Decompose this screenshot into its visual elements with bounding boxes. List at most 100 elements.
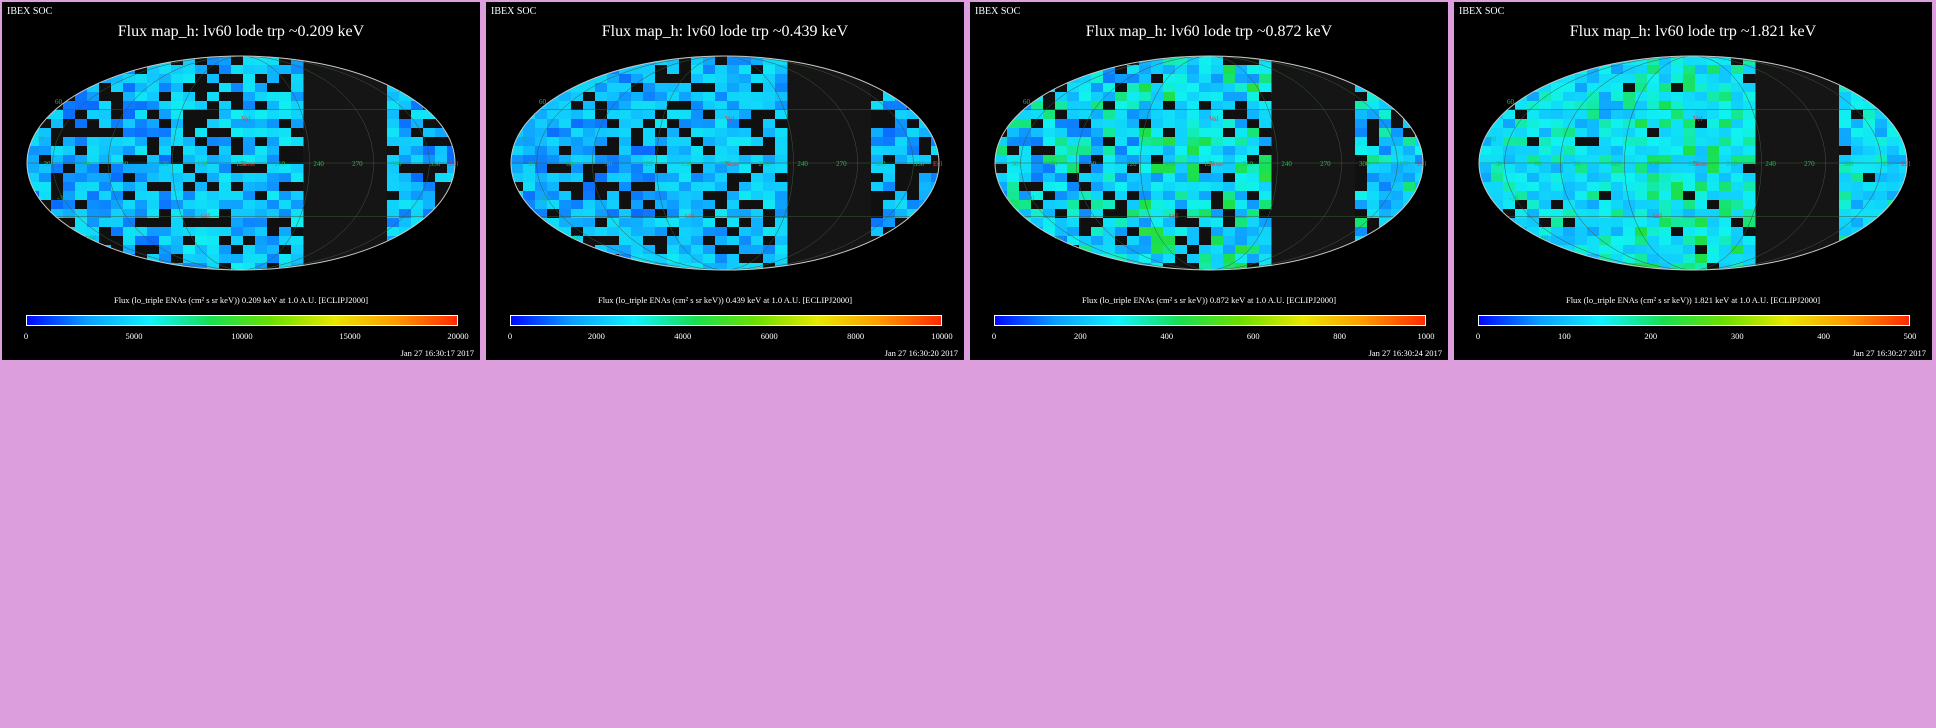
map-pixel (75, 209, 88, 219)
map-pixel (1719, 155, 1732, 165)
colorbar-ticks: 0 5000 10000 15000 20000 (24, 331, 469, 343)
map-pixel (1163, 236, 1176, 246)
map-pixel (655, 83, 668, 93)
map-pixel (1223, 200, 1236, 210)
map-pixel (135, 92, 148, 102)
map-pixel (159, 74, 172, 84)
map-pixel (1379, 137, 1392, 147)
map-pixel (715, 92, 728, 102)
map-pixel (1211, 146, 1224, 156)
map-pixel (547, 263, 560, 270)
map-pixel (39, 263, 52, 270)
map-pixel (751, 137, 764, 147)
map-pixel (1563, 263, 1576, 270)
map-pixel (219, 119, 232, 129)
map-pixel (135, 227, 148, 237)
map-pixel (1623, 146, 1636, 156)
map-pixel (1367, 83, 1380, 93)
map-pixel (1007, 56, 1020, 66)
map-pixel (87, 101, 100, 111)
map-pixel (995, 182, 1008, 192)
map-pixel (435, 101, 448, 111)
map-pixel (631, 254, 644, 264)
map-pixel (1563, 209, 1576, 219)
map-pixel (1623, 65, 1636, 75)
map-pixel (595, 137, 608, 147)
map-pixel (1479, 227, 1492, 237)
map-pixel (1731, 236, 1744, 246)
map-pixel (1007, 182, 1020, 192)
map-pixel (51, 245, 64, 255)
map-pixel (75, 218, 88, 228)
map-pixel (423, 92, 436, 102)
map-pixel (1007, 137, 1020, 147)
map-pixel (1391, 236, 1404, 246)
map-pixel (387, 137, 400, 147)
map-pixel (1887, 65, 1900, 75)
map-pixel (643, 245, 656, 255)
map-pixel (679, 92, 692, 102)
longitude-label: 330 (430, 160, 441, 168)
map-pixel (1623, 164, 1636, 174)
map-pixel (183, 155, 196, 165)
map-pixel (1379, 74, 1392, 84)
map-pixel (1259, 245, 1272, 255)
map-pixel (147, 209, 160, 219)
map-pixel (291, 200, 304, 210)
map-pixel (1151, 236, 1164, 246)
map-pixel (1695, 128, 1708, 138)
colorbar-tick-label: 200 (1074, 331, 1087, 341)
map-pixel (39, 218, 52, 228)
map-pixel (1163, 110, 1176, 120)
map-pixel (1611, 146, 1624, 156)
map-pixel (1211, 65, 1224, 75)
map-pixel (1719, 137, 1732, 147)
map-pixel (1587, 56, 1600, 66)
map-pixel (1151, 92, 1164, 102)
map-pixel (1067, 263, 1080, 270)
map-pixel (1187, 83, 1200, 93)
map-pixel (1103, 182, 1116, 192)
map-pixel (1491, 92, 1504, 102)
map-pixel (1611, 227, 1624, 237)
map-pixel (703, 119, 716, 129)
map-pixel (907, 110, 920, 120)
map-pixel (411, 155, 424, 165)
map-pixel (1043, 155, 1056, 165)
colorbar-ticks: 0 2000 4000 6000 8000 10000 (508, 331, 953, 343)
map-pixel (571, 110, 584, 120)
map-pixel (1091, 245, 1104, 255)
map-pixel (679, 245, 692, 255)
map-pixel (387, 155, 400, 165)
map-pixel (1491, 119, 1504, 129)
map-pixel (1187, 200, 1200, 210)
map-pixel (1187, 209, 1200, 219)
map-pixel (207, 245, 220, 255)
map-pixel (267, 65, 280, 75)
map-pixel (1647, 245, 1660, 255)
map-pixel (1139, 191, 1152, 201)
map-pixel (219, 182, 232, 192)
map-pixel (995, 101, 1008, 111)
map-pixel (1707, 74, 1720, 84)
map-pixel (1587, 92, 1600, 102)
map-pixel (1235, 245, 1248, 255)
map-pixel (195, 245, 208, 255)
map-pixel (1055, 74, 1068, 84)
map-pixel (1391, 173, 1404, 183)
map-pixel (535, 173, 548, 183)
map-pixel (447, 245, 455, 255)
map-pixel (1151, 245, 1164, 255)
map-pixel (1695, 200, 1708, 210)
map-pixel (1247, 137, 1260, 147)
map-pixel (1199, 263, 1212, 270)
map-pixel (1695, 218, 1708, 228)
map-pixel (1031, 155, 1044, 165)
map-pixel (931, 128, 939, 138)
map-pixel (1211, 92, 1224, 102)
map-pixel (1031, 218, 1044, 228)
map-pixel (1079, 56, 1092, 66)
map-pixel (907, 83, 920, 93)
map-pixel (1863, 128, 1876, 138)
map-pixel (643, 65, 656, 75)
